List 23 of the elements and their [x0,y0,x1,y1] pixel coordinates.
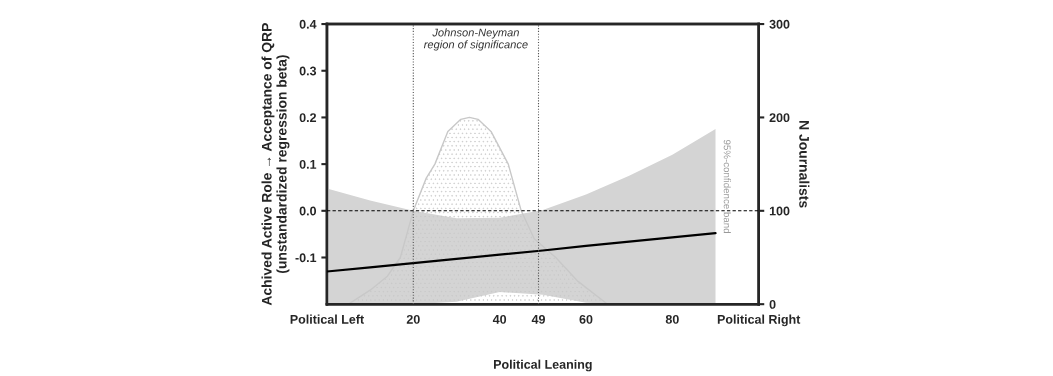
y-tick-label: 0.0 [299,206,317,216]
x-tick-label: Political Left [290,314,364,324]
line-series [326,232,717,273]
y2-tick-label: 0 [769,299,776,309]
x-tick-label: 80 [665,314,679,324]
x-tick-label: Political Right [717,314,801,327]
y-tick-label: 0.4 [299,19,317,29]
x-tick-label: 60 [579,314,593,324]
y-tick-label: 0.3 [299,66,317,76]
y-tick-label: 0.1 [299,159,317,169]
annotation: Johnson-Neyman region of significance [423,28,528,51]
y-axis-title: Achived Active Role → Acceptance of QRP (unstandardized regression beta) [261,23,290,306]
y2-axis-title: N Journalists [799,121,810,208]
y-tick-label: 0.2 [299,113,317,123]
y2-tick-label: 300 [769,19,790,29]
x-tick-label: 40 [492,314,507,324]
annotation: 95%-confidence band [723,139,731,233]
x-tick-label: 49 [531,314,545,324]
x-tick-label: 20 [406,314,420,324]
y2-tick-label: 100 [769,206,790,216]
y2-tick-label: 200 [769,113,790,123]
x-axis-title: Political Leaning [494,359,592,372]
y-tick-label: -0.1 [295,253,317,263]
